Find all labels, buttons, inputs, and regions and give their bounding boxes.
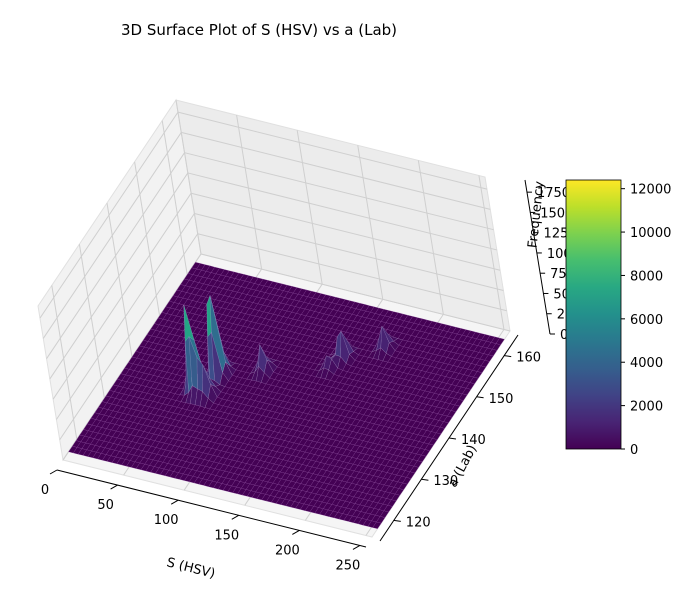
z-grid-back (177, 111, 488, 190)
z-grid-back (181, 131, 491, 210)
x-tick (49, 469, 58, 475)
y-tick (421, 478, 429, 481)
z-grid-wall (59, 233, 199, 441)
x-tick-label: 100 (154, 513, 179, 528)
x-tick-label: 0 (41, 483, 49, 498)
z-grid-back (191, 192, 501, 271)
y-grid-wall (161, 120, 188, 275)
y-tick-label: 140 (461, 433, 486, 448)
z-axis-line (524, 179, 551, 335)
y-tick (448, 437, 457, 440)
z-tick-label: 0 (560, 328, 568, 343)
colorbar-tick-label: 0 (630, 443, 638, 458)
z-grid-back (200, 253, 511, 332)
y-grid-wall (106, 202, 133, 358)
x-tick (110, 484, 118, 490)
x-tick (170, 499, 179, 505)
x-grid-back (296, 130, 323, 285)
x-tick-label: 250 (336, 558, 361, 573)
y-tick-label: 120 (406, 515, 431, 530)
x-grid-back (417, 160, 444, 315)
x-grid-back (357, 145, 384, 300)
z-grid-wall (56, 213, 195, 420)
y-tick-label: 160 (516, 351, 541, 366)
z-grid-wall (52, 192, 192, 400)
chart-title: 3D Surface Plot of S (HSV) vs a (Lab) (120, 21, 398, 39)
surface-cell (376, 516, 386, 524)
x-tick-label: 200 (275, 543, 300, 558)
x-grid-back (236, 115, 263, 270)
y-grid-wall (134, 161, 161, 316)
colorbar-tick-label: 8000 (630, 269, 663, 284)
x-tick-label: 150 (214, 528, 239, 543)
y-grid-wall (51, 285, 78, 440)
z-grid-wall (49, 172, 189, 380)
z-grid-wall (46, 152, 185, 359)
z-grid-wall (39, 111, 179, 319)
colorbar-tick-label: 2000 (630, 400, 663, 415)
z-grid-back (184, 152, 494, 231)
z-grid-back (194, 212, 504, 291)
z-axis-label: Frequency (526, 180, 548, 249)
x-tick (352, 545, 361, 550)
y-axis-label: a (Lab) (446, 443, 481, 490)
y-tick (504, 355, 512, 358)
y-grid-wall (78, 244, 105, 399)
colorbar-tick-label: 4000 (630, 356, 663, 371)
colorbar-tick-label: 10000 (630, 226, 671, 241)
colorbar-tick-label: 6000 (630, 313, 663, 328)
colorbar (565, 179, 622, 450)
x-tick (231, 514, 240, 520)
z-grid-back (197, 233, 507, 312)
colorbar-tick-label: 12000 (630, 183, 671, 198)
surface (68, 261, 505, 530)
y-tick-label: 130 (433, 474, 458, 489)
x-grid-back (175, 99, 202, 255)
x-tick (292, 529, 300, 535)
z-grid-back (187, 172, 497, 251)
x-axis-label: S (HSV) (165, 555, 217, 582)
x-grid-back (478, 175, 505, 330)
y-tick (476, 396, 484, 399)
y-tick (393, 519, 401, 522)
surface-cell (372, 521, 382, 530)
z-grid-wall (42, 132, 182, 339)
y-tick-label: 150 (489, 392, 514, 407)
x-tick-label: 50 (97, 498, 114, 513)
x-axis-line (56, 469, 367, 548)
